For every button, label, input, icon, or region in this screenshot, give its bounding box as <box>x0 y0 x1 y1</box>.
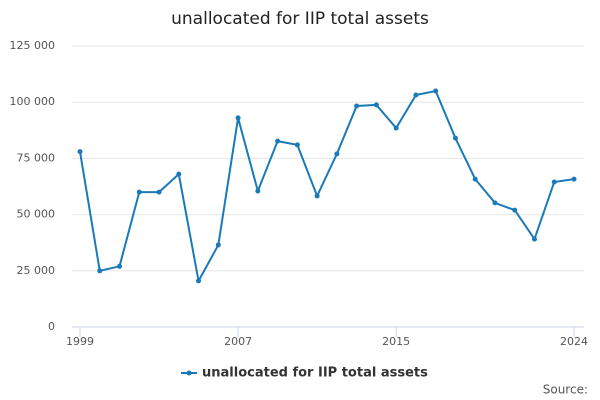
point <box>551 179 557 185</box>
x-tick-label: 2024 <box>560 335 588 348</box>
point <box>136 189 142 195</box>
point <box>531 236 537 242</box>
point <box>314 193 320 199</box>
point <box>275 138 281 144</box>
legend-label: unallocated for IIP total assets <box>202 366 428 381</box>
y-tick-label: 25 000 <box>17 264 56 277</box>
source: Source: <box>543 383 588 397</box>
point <box>512 207 518 213</box>
x-tick-label: 2015 <box>382 335 410 348</box>
point <box>77 149 83 155</box>
x-tick-label: 2007 <box>224 335 252 348</box>
point <box>176 171 182 177</box>
point <box>373 102 379 108</box>
point <box>294 142 300 148</box>
point <box>196 278 202 284</box>
point <box>413 92 419 98</box>
point <box>156 189 162 195</box>
point <box>433 88 439 94</box>
point <box>571 176 577 182</box>
point <box>472 176 478 182</box>
point <box>97 268 103 274</box>
point <box>235 115 241 121</box>
y-tick-label: 0 <box>48 320 55 333</box>
legend-marker <box>186 370 192 376</box>
line <box>79 89 575 284</box>
point <box>334 151 340 157</box>
y-tick-label: 75 000 <box>17 151 56 164</box>
point <box>452 135 458 141</box>
y-tick-label: 125 000 <box>10 39 56 52</box>
point <box>255 188 261 194</box>
point <box>354 103 360 109</box>
y-tick-label: 100 000 <box>10 95 56 108</box>
x-tick-label: 1999 <box>66 335 94 348</box>
y-tick-label: 50 000 <box>17 208 56 221</box>
point <box>492 200 498 206</box>
point <box>117 263 123 269</box>
point <box>215 242 221 248</box>
point <box>393 125 399 131</box>
chart-title: unallocated for IIP total assets <box>171 9 429 29</box>
